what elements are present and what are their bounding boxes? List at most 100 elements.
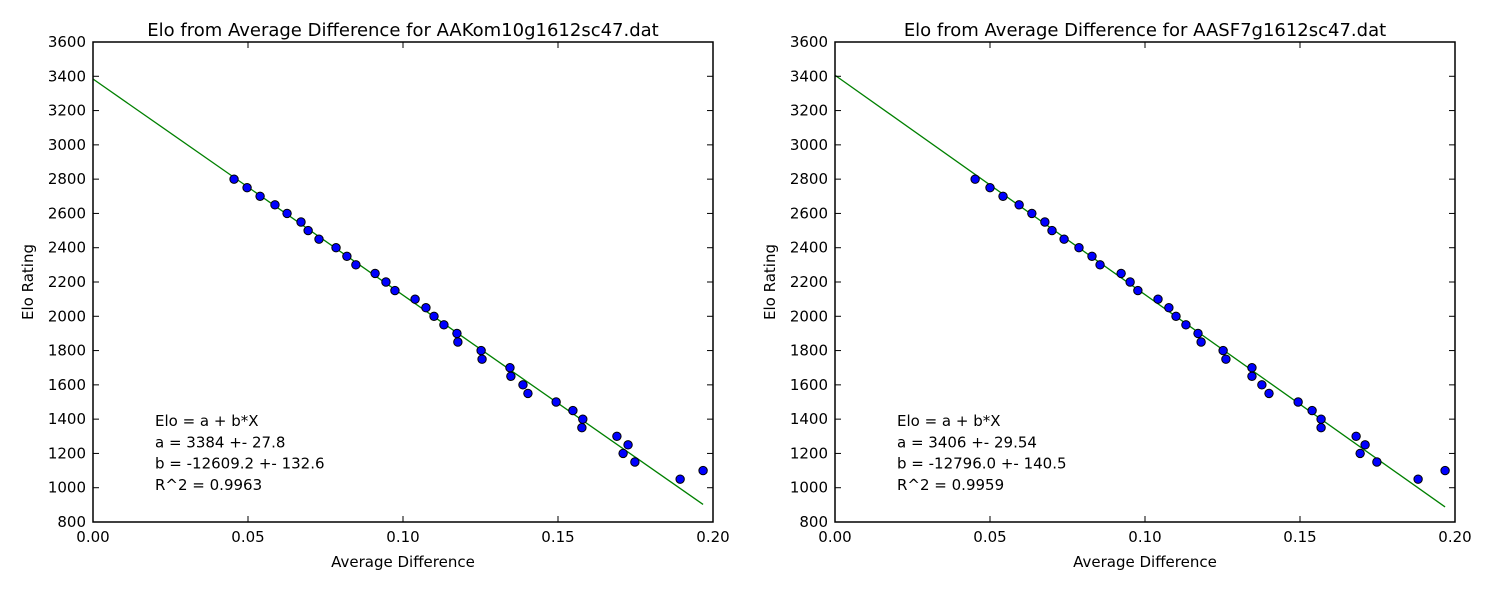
y-tick-label: 3600 xyxy=(790,33,828,51)
data-point xyxy=(506,371,516,381)
data-point xyxy=(270,200,280,210)
data-point xyxy=(1247,371,1257,381)
x-tick-label: 0.15 xyxy=(1283,528,1316,546)
data-point xyxy=(370,268,380,279)
data-point xyxy=(1095,260,1105,270)
data-point xyxy=(1221,354,1231,364)
y-tick-label: 3200 xyxy=(48,102,86,120)
fit-annotation-line: R^2 = 0.9963 xyxy=(155,476,262,494)
data-point xyxy=(1181,320,1191,330)
data-point xyxy=(1355,448,1365,459)
chart-title: Elo from Average Difference for AAKom10g… xyxy=(147,20,658,41)
data-point xyxy=(1440,465,1450,476)
data-point xyxy=(255,191,265,201)
y-tick-label: 800 xyxy=(799,513,828,531)
data-point xyxy=(985,183,995,193)
data-point xyxy=(675,474,685,484)
y-tick-label: 1800 xyxy=(790,342,828,360)
x-tick-label: 0.00 xyxy=(818,528,851,546)
data-point xyxy=(1293,397,1303,407)
x-tick-label: 0.05 xyxy=(231,528,264,546)
data-point xyxy=(1171,311,1181,321)
y-tick-label: 2600 xyxy=(48,204,86,222)
data-point xyxy=(1307,405,1317,416)
y-tick-label: 2200 xyxy=(48,273,86,291)
data-point xyxy=(303,225,313,236)
data-point xyxy=(242,183,252,193)
x-tick-label: 0.05 xyxy=(973,528,1006,546)
y-tick-label: 1400 xyxy=(790,410,828,428)
data-point xyxy=(390,285,400,296)
y-tick-label: 1600 xyxy=(48,376,86,394)
data-point xyxy=(568,405,578,416)
x-tick-label: 0.10 xyxy=(1128,528,1161,546)
data-point xyxy=(421,303,431,313)
data-point xyxy=(1040,217,1050,227)
x-tick-label: 0.20 xyxy=(1438,528,1471,546)
data-point xyxy=(1133,285,1143,296)
data-point xyxy=(331,243,341,253)
data-point xyxy=(477,354,487,364)
data-point xyxy=(1014,200,1024,210)
data-point xyxy=(296,217,306,227)
data-point xyxy=(618,448,628,459)
chart-panel-2: Elo from Average Difference for AASF7g16… xyxy=(761,20,1472,571)
chart-panel-1: Elo from Average Difference for AAKom10g… xyxy=(19,20,730,571)
data-point xyxy=(1316,423,1326,433)
data-point xyxy=(314,234,324,244)
y-tick-label: 2800 xyxy=(48,170,86,188)
y-tick-label: 3400 xyxy=(790,67,828,85)
y-tick-label: 2000 xyxy=(790,307,828,325)
fit-annotation-line: a = 3384 +- 27.8 xyxy=(155,433,285,451)
y-tick-label: 1000 xyxy=(48,479,86,497)
data-point xyxy=(381,277,391,287)
y-tick-label: 3000 xyxy=(790,136,828,154)
data-point xyxy=(1116,268,1126,279)
data-point xyxy=(1047,225,1057,236)
data-point xyxy=(1257,380,1267,390)
data-point xyxy=(429,311,439,321)
data-point xyxy=(1125,277,1135,287)
fit-annotation-line: b = -12609.2 +- 132.6 xyxy=(155,455,325,473)
data-point xyxy=(1360,440,1370,450)
data-point xyxy=(453,337,463,347)
data-point xyxy=(623,440,633,450)
data-point xyxy=(1218,345,1228,356)
y-tick-label: 3400 xyxy=(48,67,86,85)
data-point xyxy=(1087,251,1097,261)
data-point xyxy=(342,251,352,261)
x-axis-label: Average Difference xyxy=(1073,553,1217,571)
y-tick-label: 1400 xyxy=(48,410,86,428)
data-point xyxy=(1059,234,1069,244)
data-point xyxy=(351,260,361,270)
fit-annotation-line: a = 3406 +- 29.54 xyxy=(897,433,1037,451)
data-point xyxy=(229,174,239,184)
data-point xyxy=(476,345,486,356)
y-tick-label: 2400 xyxy=(48,239,86,257)
data-point xyxy=(410,294,420,304)
x-tick-label: 0.00 xyxy=(76,528,109,546)
y-axis-label: Elo Rating xyxy=(761,244,779,320)
fit-annotation-line: R^2 = 0.9959 xyxy=(897,476,1004,494)
data-point xyxy=(1351,431,1361,441)
x-axis-label: Average Difference xyxy=(331,553,475,571)
data-point xyxy=(698,465,708,476)
data-point xyxy=(1196,337,1206,347)
y-tick-label: 2200 xyxy=(790,273,828,291)
data-point xyxy=(1316,414,1326,424)
y-tick-label: 1800 xyxy=(48,342,86,360)
y-axis-label: Elo Rating xyxy=(19,244,37,320)
x-tick-label: 0.15 xyxy=(541,528,574,546)
x-tick-label: 0.10 xyxy=(386,528,419,546)
data-point xyxy=(970,174,980,184)
data-point xyxy=(1264,388,1274,399)
data-point xyxy=(1027,208,1037,219)
y-tick-label: 1000 xyxy=(790,479,828,497)
data-point xyxy=(577,423,587,433)
data-point xyxy=(1164,303,1174,313)
data-point xyxy=(452,328,462,339)
x-tick-label: 0.20 xyxy=(696,528,729,546)
fit-annotation-line: Elo = a + b*X xyxy=(155,412,259,430)
data-point xyxy=(998,191,1008,201)
